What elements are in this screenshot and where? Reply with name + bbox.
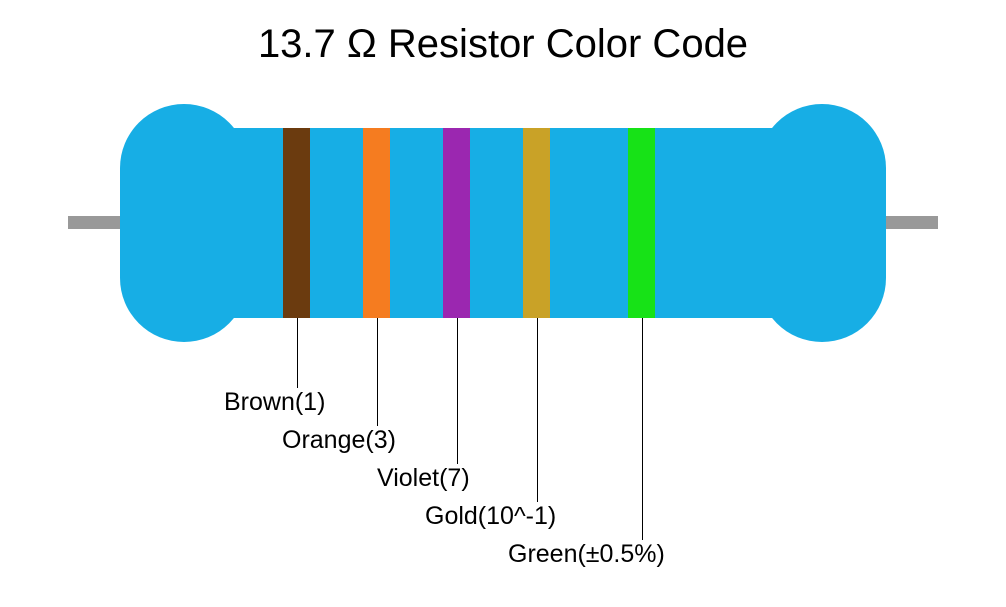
- callout-line: [642, 318, 643, 540]
- band-label: Violet(7): [377, 464, 470, 493]
- callout-line: [457, 318, 458, 464]
- callout-line: [537, 318, 538, 502]
- callout-line: [377, 318, 378, 426]
- band-label: Green(±0.5%): [508, 540, 665, 569]
- band-gold: [523, 128, 550, 318]
- band-label: Gold(10^-1): [425, 502, 556, 531]
- band-label: Orange(3): [282, 426, 396, 455]
- band-green: [628, 128, 655, 318]
- band-brown: [283, 128, 310, 318]
- band-orange: [363, 128, 390, 318]
- callout-line: [297, 318, 298, 388]
- resistor-diagram: Brown(1) Orange(3) Violet(7) Gold(10^-1) Gre…: [0, 0, 1006, 607]
- band-label: Brown(1): [224, 388, 325, 417]
- band-violet: [443, 128, 470, 318]
